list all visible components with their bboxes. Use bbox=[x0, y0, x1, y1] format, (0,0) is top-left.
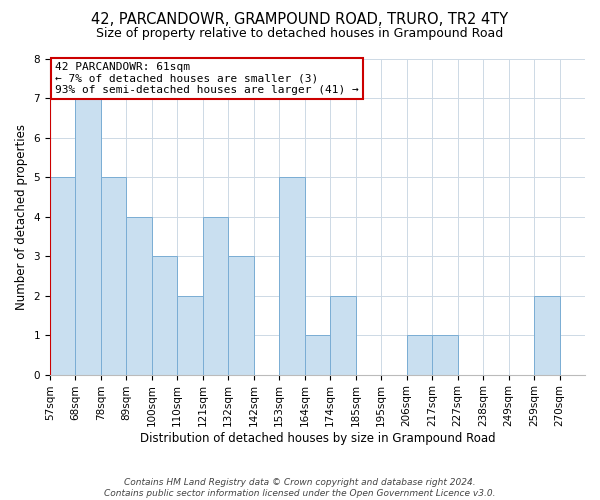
Bar bbox=[305, 335, 330, 374]
X-axis label: Distribution of detached houses by size in Grampound Road: Distribution of detached houses by size … bbox=[140, 432, 495, 445]
Bar bbox=[152, 256, 178, 374]
Bar bbox=[330, 296, 356, 374]
Text: 42 PARCANDOWR: 61sqm
← 7% of detached houses are smaller (3)
93% of semi-detache: 42 PARCANDOWR: 61sqm ← 7% of detached ho… bbox=[55, 62, 359, 96]
Text: 42, PARCANDOWR, GRAMPOUND ROAD, TRURO, TR2 4TY: 42, PARCANDOWR, GRAMPOUND ROAD, TRURO, T… bbox=[91, 12, 509, 28]
Text: Size of property relative to detached houses in Grampound Road: Size of property relative to detached ho… bbox=[97, 28, 503, 40]
Bar bbox=[228, 256, 254, 374]
Y-axis label: Number of detached properties: Number of detached properties bbox=[15, 124, 28, 310]
Bar bbox=[178, 296, 203, 374]
Bar bbox=[203, 217, 228, 374]
Bar bbox=[432, 335, 458, 374]
Bar bbox=[534, 296, 560, 374]
Bar bbox=[76, 98, 101, 374]
Bar bbox=[127, 217, 152, 374]
Bar bbox=[50, 178, 76, 374]
Text: Contains HM Land Registry data © Crown copyright and database right 2024.
Contai: Contains HM Land Registry data © Crown c… bbox=[104, 478, 496, 498]
Bar bbox=[407, 335, 432, 374]
Bar bbox=[101, 178, 127, 374]
Bar bbox=[279, 178, 305, 374]
